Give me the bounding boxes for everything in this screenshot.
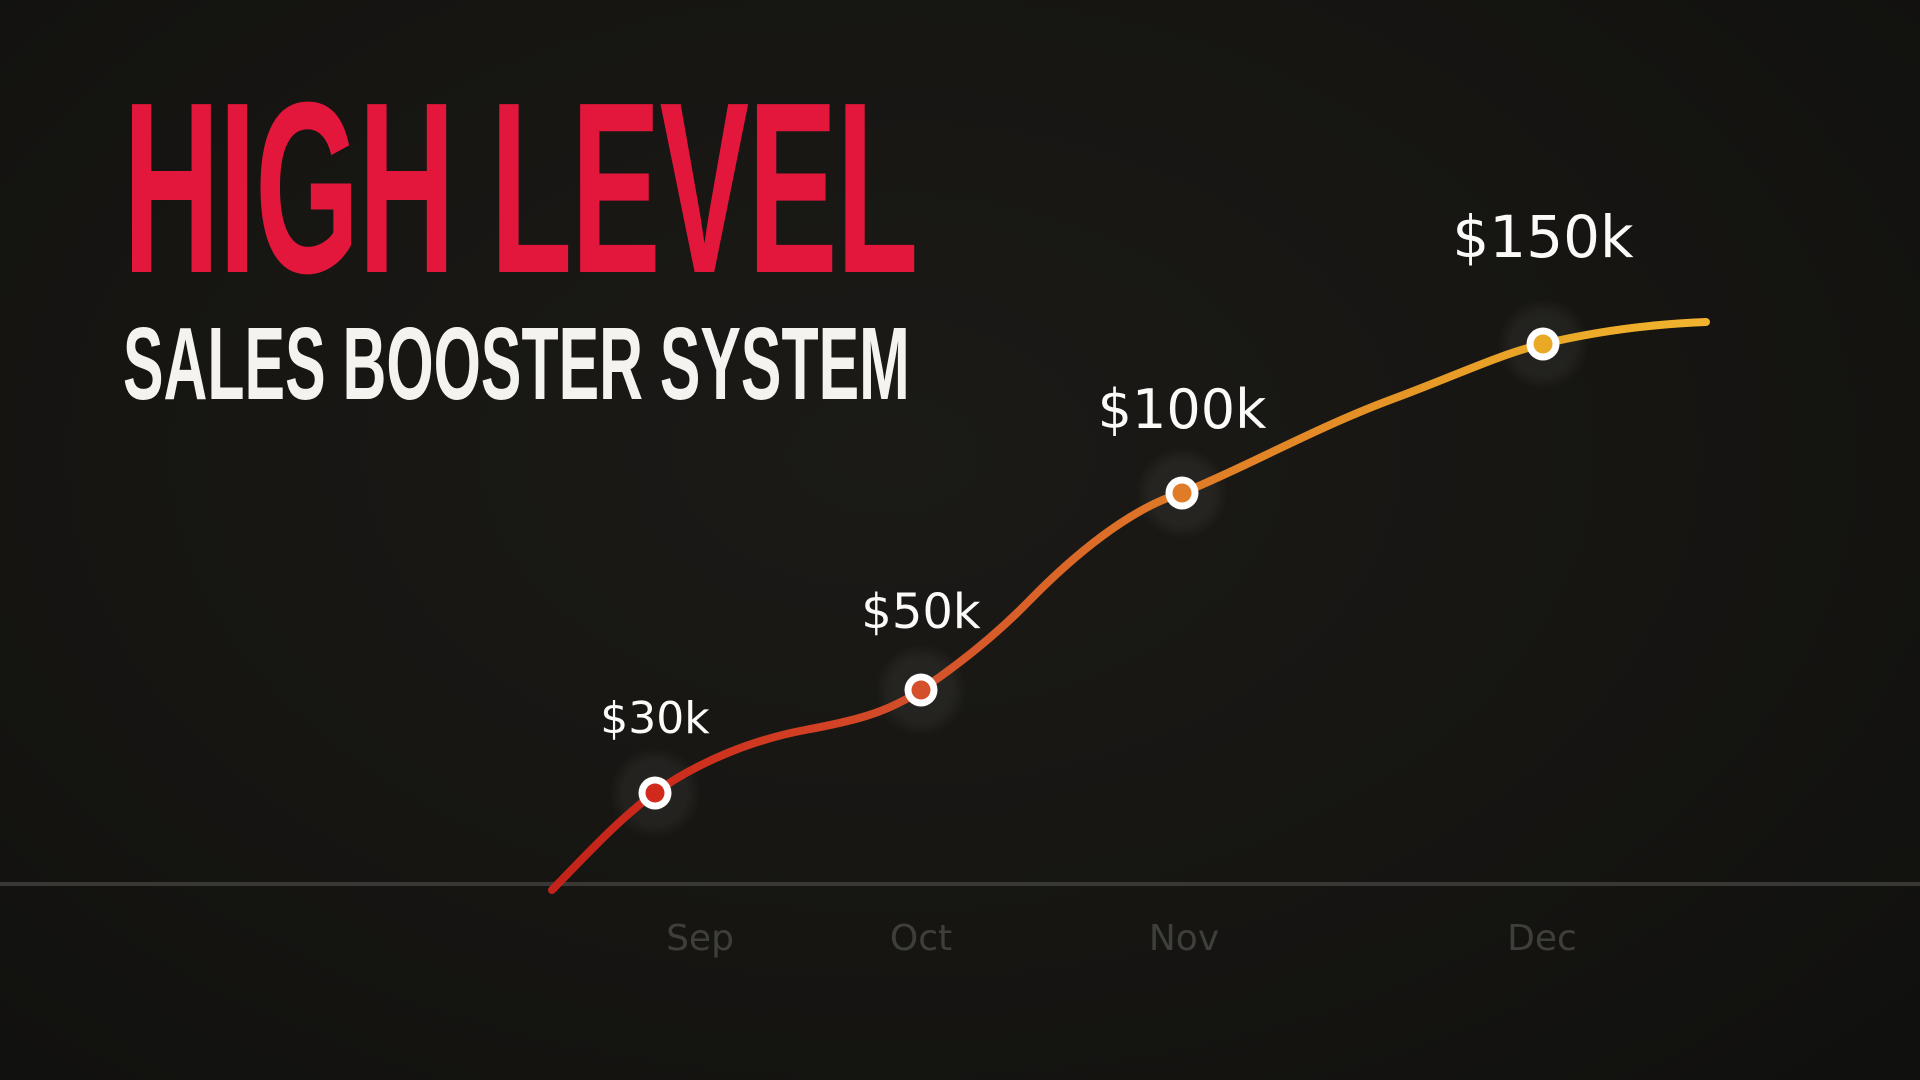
value-labels: $30k $50k $100k $150k [600,203,1634,744]
data-point-dot [1533,334,1553,354]
value-label: $100k [1098,378,1267,441]
data-point-dot [1172,483,1192,503]
x-axis-labels: Sep Oct Nov Dec [666,918,1577,959]
page-title: HIGH LEVEL [123,51,918,324]
value-label: $50k [861,584,981,640]
data-point-dot [645,783,665,803]
value-label: $30k [600,693,710,744]
data-point-markers [638,327,1560,810]
month-label: Sep [666,918,734,959]
data-point-dot [911,680,931,700]
trend-line [548,318,1710,894]
month-label: Oct [890,918,952,959]
month-label: Nov [1149,918,1219,959]
value-label: $150k [1452,203,1634,271]
page-subtitle: SALES BOOSTER SYSTEM [123,306,910,421]
month-label: Dec [1507,918,1577,959]
trend-line-layer [548,318,1710,894]
